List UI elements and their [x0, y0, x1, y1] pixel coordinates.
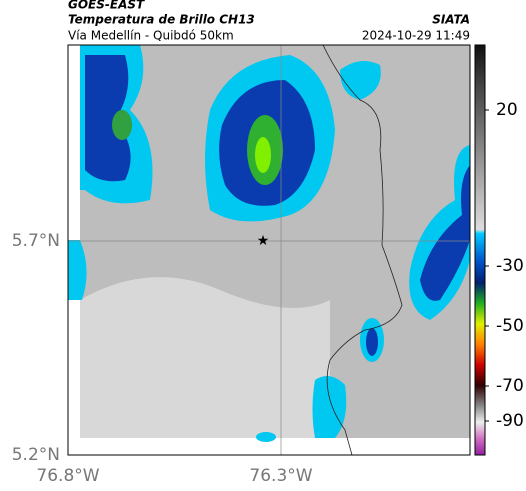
datetime: 2024-10-29 11:49 [362, 29, 470, 43]
colorbar-label: -90 [496, 411, 524, 431]
y-tick-label: 5.7°N [12, 231, 60, 251]
colorbar-label: -70 [496, 376, 524, 396]
y-tick-label: 5.2°N [12, 445, 60, 465]
title: Temperatura de Brillo CH13 [68, 13, 255, 27]
org: SIATA [432, 13, 470, 27]
colorbar-label: -50 [496, 316, 524, 336]
source: GOES-EAST [68, 0, 145, 12]
x-tick-label: 76.3°W [249, 466, 312, 486]
colorbar [474, 44, 486, 456]
satellite-image: ★ [68, 45, 470, 455]
subtitle: Vía Medellín - Quibdó 50km [68, 29, 234, 43]
svg-text:★: ★ [257, 233, 270, 249]
x-tick-label: 76.8°W [36, 466, 99, 486]
colorbar-label: -30 [496, 256, 524, 276]
colorbar-label: 20 [496, 100, 518, 120]
